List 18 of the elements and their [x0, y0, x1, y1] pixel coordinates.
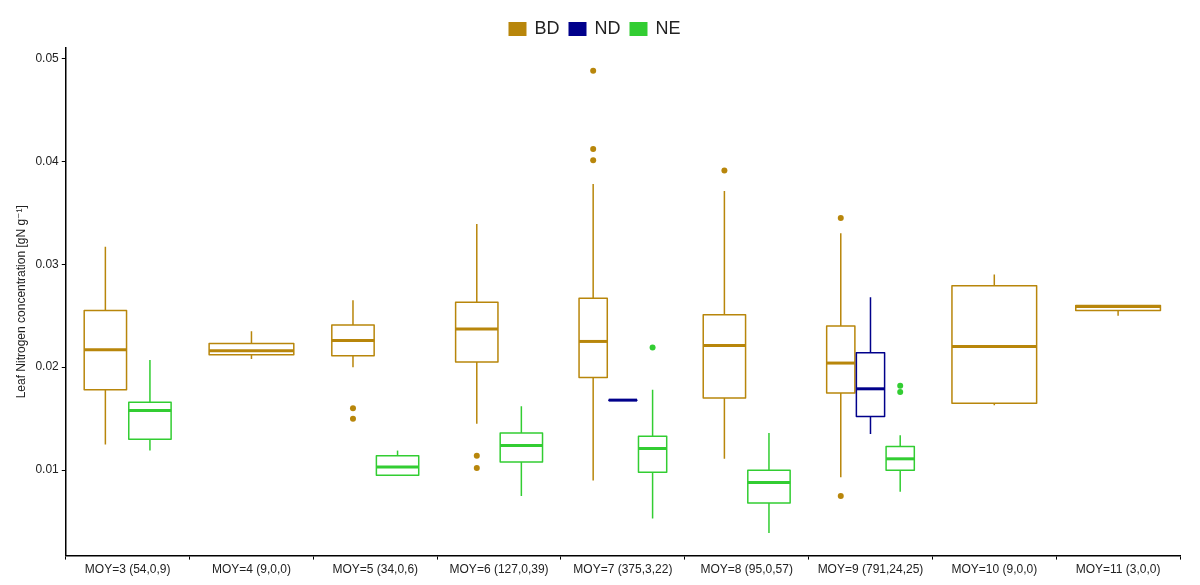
x-tick-label: MOY=7 (375,3,22) — [573, 562, 673, 577]
x-tick-label: MOY=3 (54,0,9) — [84, 562, 171, 577]
x-tick-label: MOY=9 (791,24,25) — [817, 562, 924, 577]
x-tick-label: MOY=6 (127,0,39) — [449, 562, 549, 577]
y-tick-label: 0.05 — [35, 50, 60, 65]
legend-label: BD — [534, 17, 560, 38]
y-tick-label: 0.02 — [35, 359, 60, 374]
y-tick-label: 0.03 — [35, 256, 60, 271]
legend-label: NE — [655, 17, 681, 38]
legend-label: ND — [594, 17, 621, 38]
y-axis-title: Leaf Nitrogen concentration [gN g⁻¹] — [13, 205, 28, 399]
x-tick-label: MOY=4 (9,0,0) — [211, 562, 291, 577]
x-tick-label: MOY=10 (9,0,0) — [951, 562, 1038, 577]
x-tick-label: MOY=5 (34,0,6) — [332, 562, 419, 577]
y-tick-label: 0.04 — [35, 153, 60, 168]
y-tick-label: 0.01 — [35, 462, 60, 477]
x-tick-label: MOY=11 (3,0,0) — [1075, 562, 1161, 577]
x-tick-label: MOY=8 (95,0,57) — [700, 562, 793, 577]
